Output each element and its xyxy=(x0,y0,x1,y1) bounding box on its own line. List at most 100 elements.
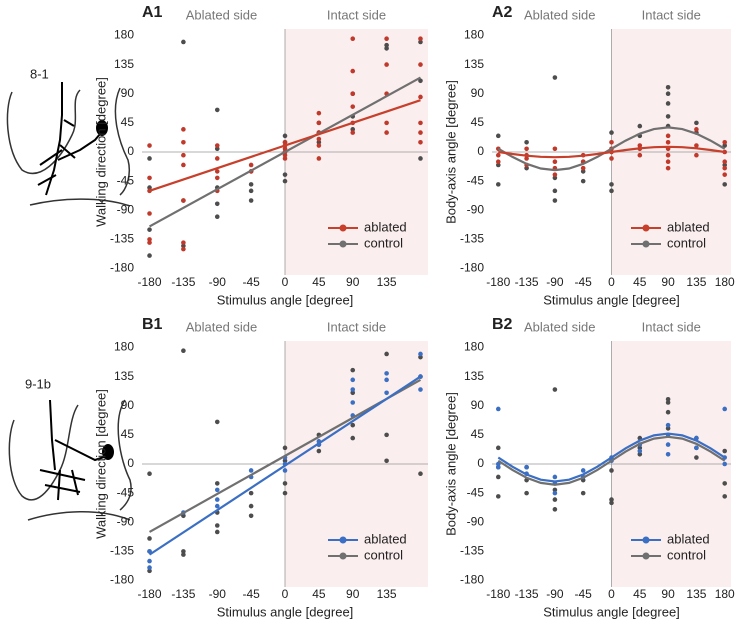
legend-dot xyxy=(642,536,650,544)
data-point xyxy=(609,156,614,161)
y-tick-label: -90 xyxy=(467,514,485,528)
fit-line xyxy=(497,432,726,483)
side-label: Intact side xyxy=(642,7,701,22)
neuron-sketch-top xyxy=(6,82,131,207)
data-point xyxy=(282,178,288,184)
data-point xyxy=(609,139,614,145)
data-point xyxy=(552,172,558,177)
y-tick-label: -45 xyxy=(117,173,135,187)
y-tick-label: 45 xyxy=(121,427,135,441)
data-point xyxy=(722,461,728,467)
x-tick-label: 90 xyxy=(661,275,675,289)
data-point xyxy=(181,348,186,354)
data-point xyxy=(316,136,322,142)
data-point xyxy=(282,172,288,177)
data-point xyxy=(694,152,699,158)
data-point xyxy=(609,497,614,502)
y-tick-label: -135 xyxy=(460,544,484,558)
data-point xyxy=(495,182,501,187)
data-point xyxy=(248,198,254,203)
data-point xyxy=(665,165,671,171)
fit-line xyxy=(497,435,726,486)
x-tick-label: -90 xyxy=(209,275,227,289)
data-point xyxy=(316,156,322,161)
data-point xyxy=(316,110,322,116)
data-point xyxy=(214,169,220,174)
data-point xyxy=(181,39,186,45)
x-tick-label: -90 xyxy=(546,587,564,601)
y-tick-label: 45 xyxy=(471,115,485,129)
y-tick-label: 0 xyxy=(477,144,484,158)
data-point xyxy=(418,139,423,145)
data-point xyxy=(248,503,254,509)
data-point xyxy=(384,351,389,357)
x-tick-label: -135 xyxy=(515,587,539,601)
x-tick-label: 180 xyxy=(715,587,735,601)
y-tick-label: -135 xyxy=(110,544,134,558)
data-point xyxy=(552,474,558,480)
data-point xyxy=(637,448,643,454)
y-tick-label: -90 xyxy=(467,202,485,216)
data-point xyxy=(665,422,671,428)
data-point xyxy=(248,468,254,473)
data-point xyxy=(495,445,501,451)
x-tick-label: 45 xyxy=(312,587,326,601)
data-point xyxy=(609,188,614,194)
data-point xyxy=(722,481,728,486)
y-tick-label: 90 xyxy=(471,86,485,100)
side-label: Ablated side xyxy=(524,319,596,334)
x-tick-label: 180 xyxy=(715,275,735,289)
data-point xyxy=(181,549,186,554)
x-tick-label: 90 xyxy=(661,587,675,601)
x-tick-label: -180 xyxy=(486,587,510,601)
data-point xyxy=(637,123,643,129)
data-point xyxy=(665,133,671,139)
data-point xyxy=(350,367,356,373)
data-point xyxy=(181,246,186,252)
data-point xyxy=(282,458,288,464)
data-point xyxy=(495,461,501,467)
data-point xyxy=(722,494,728,499)
data-point xyxy=(495,133,501,139)
y-tick-label: -45 xyxy=(117,485,135,499)
data-point xyxy=(147,143,152,148)
panel-label: B1 xyxy=(142,316,163,333)
data-point xyxy=(722,182,728,187)
data-point xyxy=(524,156,529,161)
x-tick-label: -135 xyxy=(515,275,539,289)
data-point xyxy=(665,101,671,106)
x-tick-label: -135 xyxy=(171,275,195,289)
legend-dot xyxy=(339,240,347,248)
x-tick-label: 0 xyxy=(282,275,289,289)
side-label: Ablated side xyxy=(186,319,258,334)
data-point xyxy=(181,552,186,557)
data-point xyxy=(665,91,671,97)
data-point xyxy=(694,120,699,126)
x-tick-label: -180 xyxy=(486,275,510,289)
fit-line xyxy=(148,76,422,228)
data-point xyxy=(665,442,671,447)
data-point xyxy=(350,104,356,109)
data-point xyxy=(147,237,152,242)
side-label: Ablated side xyxy=(524,7,596,22)
sample-label: 9-1b xyxy=(25,376,51,391)
data-point xyxy=(181,198,186,203)
data-point xyxy=(214,156,220,161)
data-point xyxy=(350,68,356,74)
x-tick-label: 45 xyxy=(633,587,647,601)
y-tick-label: 135 xyxy=(464,57,484,71)
data-point xyxy=(214,529,220,535)
data-point xyxy=(524,139,529,145)
y-tick-label: 135 xyxy=(464,369,484,383)
data-point xyxy=(350,127,356,132)
x-tick-label: 45 xyxy=(633,275,647,289)
data-point xyxy=(552,75,558,80)
data-point xyxy=(418,78,423,84)
data-point xyxy=(350,377,356,383)
data-point xyxy=(552,487,558,493)
legend-label: control xyxy=(364,235,403,250)
data-point xyxy=(214,175,220,181)
y-tick-label: -180 xyxy=(110,261,134,275)
legend-label: ablated xyxy=(667,531,710,546)
data-point xyxy=(524,146,529,152)
